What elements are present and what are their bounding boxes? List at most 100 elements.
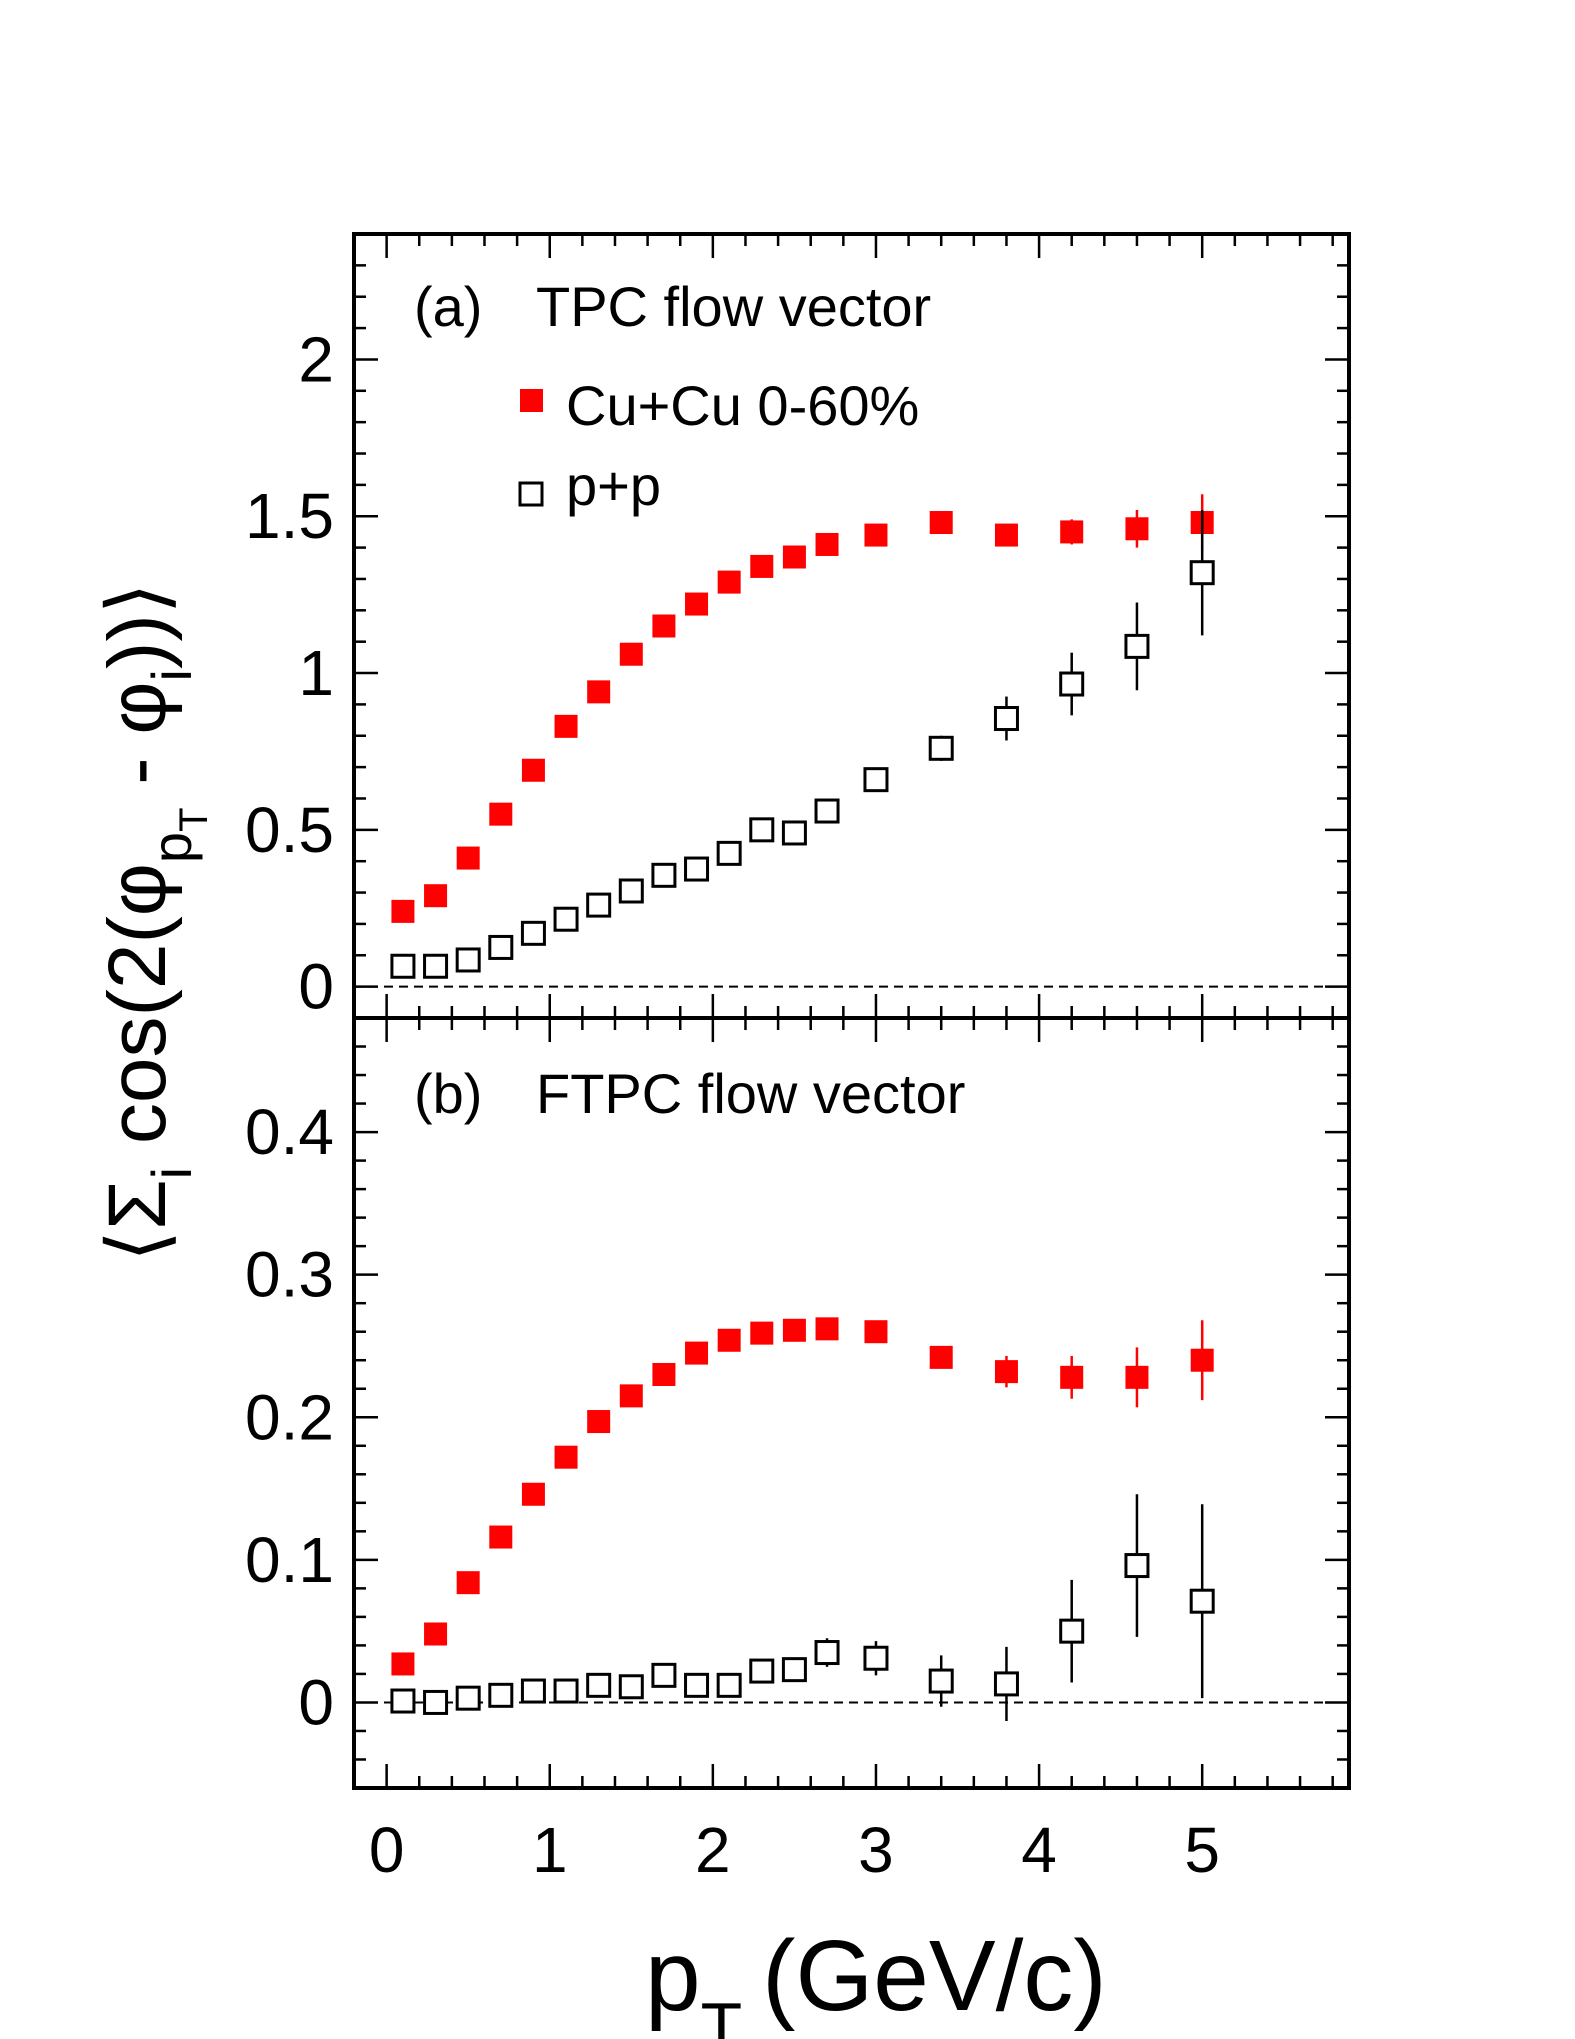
panel-a-label: (a) [414,275,482,338]
data-point-pp [993,706,1019,732]
data-point-cucu [554,714,578,738]
data-point-pp [520,920,546,946]
data-point-cucu [717,570,741,594]
x-tick-label: 4 [1021,1814,1057,1886]
panel-a-frame [352,232,1351,1020]
x-tick-label: 2 [695,1814,731,1886]
panel-a-data [390,494,1215,979]
data-point-cucu [864,523,888,547]
data-point-pp [1059,671,1085,697]
data-point-cucu [815,1317,839,1341]
data-point-pp [390,953,416,979]
data-point-pp [749,1658,775,1684]
data-point-cucu [1125,517,1149,541]
x-tick-label: 0 [369,1814,405,1886]
x-axis-label: pT (GeV/c) [645,1920,1107,2039]
y-axis-label: ⟨Σi cos(2(φpT - φi))⟩ [92,582,216,1262]
data-point-cucu [652,1362,676,1386]
data-point-pp [553,906,579,932]
legend-marker-cucu [520,389,543,412]
data-point-pp [1189,1588,1215,1614]
data-point-pp [586,1672,612,1698]
data-point-cucu [1190,1348,1214,1372]
panel-a: 0 0.5 1 1.5 2 (a) TPC flow vector Cu+Cu 0-60… [245,232,1351,1023]
data-point-pp [781,820,807,846]
data-point-cucu [391,1652,415,1676]
data-point-pp [651,862,677,888]
data-point-cucu [554,1445,578,1469]
data-point-pp [618,1674,644,1700]
panel-b-label: (b) [414,1062,482,1125]
data-point-cucu [424,884,448,908]
y-tick-label: 0 [298,1666,334,1738]
data-point-pp [553,1678,579,1704]
data-point-pp [684,1672,710,1698]
data-point-pp [423,953,449,979]
data-point-pp [488,1682,514,1708]
y-tick-label: 0.3 [245,1239,334,1311]
panel-b: 0 0.1 0.2 0.3 0.4 0 1 2 3 4 5 (b) FTPC flow vector [245,1016,1351,1886]
data-point-cucu [994,1360,1018,1384]
data-point-pp [455,947,481,973]
data-point-cucu [456,1571,480,1595]
data-point-pp [863,1645,889,1671]
data-point-pp [455,1685,481,1711]
panel-b-data [390,1317,1215,1721]
legend: Cu+Cu 0-60% p+p [518,374,919,517]
data-point-pp [1059,1618,1085,1644]
data-point-pp [1189,560,1215,586]
legend-marker-pp [518,481,544,507]
y-tick-label: 1.5 [245,480,334,552]
data-point-cucu [619,1384,643,1408]
panel-a-title: TPC flow vector [536,275,931,338]
data-point-cucu [1060,520,1084,544]
data-point-cucu [717,1328,741,1352]
x-tick-label: 1 [532,1814,568,1886]
x-tick-label: 3 [858,1814,894,1886]
data-point-pp [928,1668,954,1694]
data-point-cucu [619,642,643,666]
panel-b-title: FTPC flow vector [536,1062,965,1125]
data-point-cucu [521,1482,545,1506]
data-point-pp [390,1688,416,1714]
data-point-cucu [587,680,611,704]
data-point-cucu [750,1321,774,1345]
data-point-pp [749,817,775,843]
data-point-cucu [587,1410,611,1434]
data-point-pp [928,735,954,761]
data-point-cucu [782,1318,806,1342]
y-tick-label: 2 [298,323,334,395]
data-point-cucu [391,899,415,923]
y-tick-label: 0.4 [245,1096,334,1168]
data-point-pp [1124,1553,1150,1579]
legend-label-cucu: Cu+Cu 0-60% [566,374,919,437]
data-point-pp [423,1689,449,1715]
legend-label-pp: p+p [566,454,661,517]
data-point-pp [814,798,840,824]
data-point-cucu [1125,1365,1149,1389]
data-point-pp [684,856,710,882]
y-tick-label: 0.1 [245,1524,334,1596]
data-point-pp [1124,633,1150,659]
data-point-cucu [489,802,513,826]
data-point-pp [716,840,742,866]
data-point-pp [716,1672,742,1698]
data-point-cucu [750,554,774,578]
data-point-pp [814,1640,840,1666]
data-point-pp [488,934,514,960]
y-tick-label: 0.2 [245,1381,334,1453]
data-point-pp [863,767,889,793]
data-point-cucu [782,545,806,569]
data-point-cucu [424,1622,448,1646]
data-point-cucu [1060,1365,1084,1389]
data-point-cucu [864,1320,888,1344]
data-point-cucu [652,614,676,638]
y-tick-label: 0 [298,951,334,1023]
panel-a-ticks: 0 0.5 1 1.5 2 [245,234,1349,1023]
y-tick-label: 1 [298,637,334,709]
data-point-cucu [685,592,709,616]
data-point-cucu [685,1341,709,1365]
data-point-pp [781,1657,807,1683]
x-tick-label: 5 [1184,1814,1220,1886]
